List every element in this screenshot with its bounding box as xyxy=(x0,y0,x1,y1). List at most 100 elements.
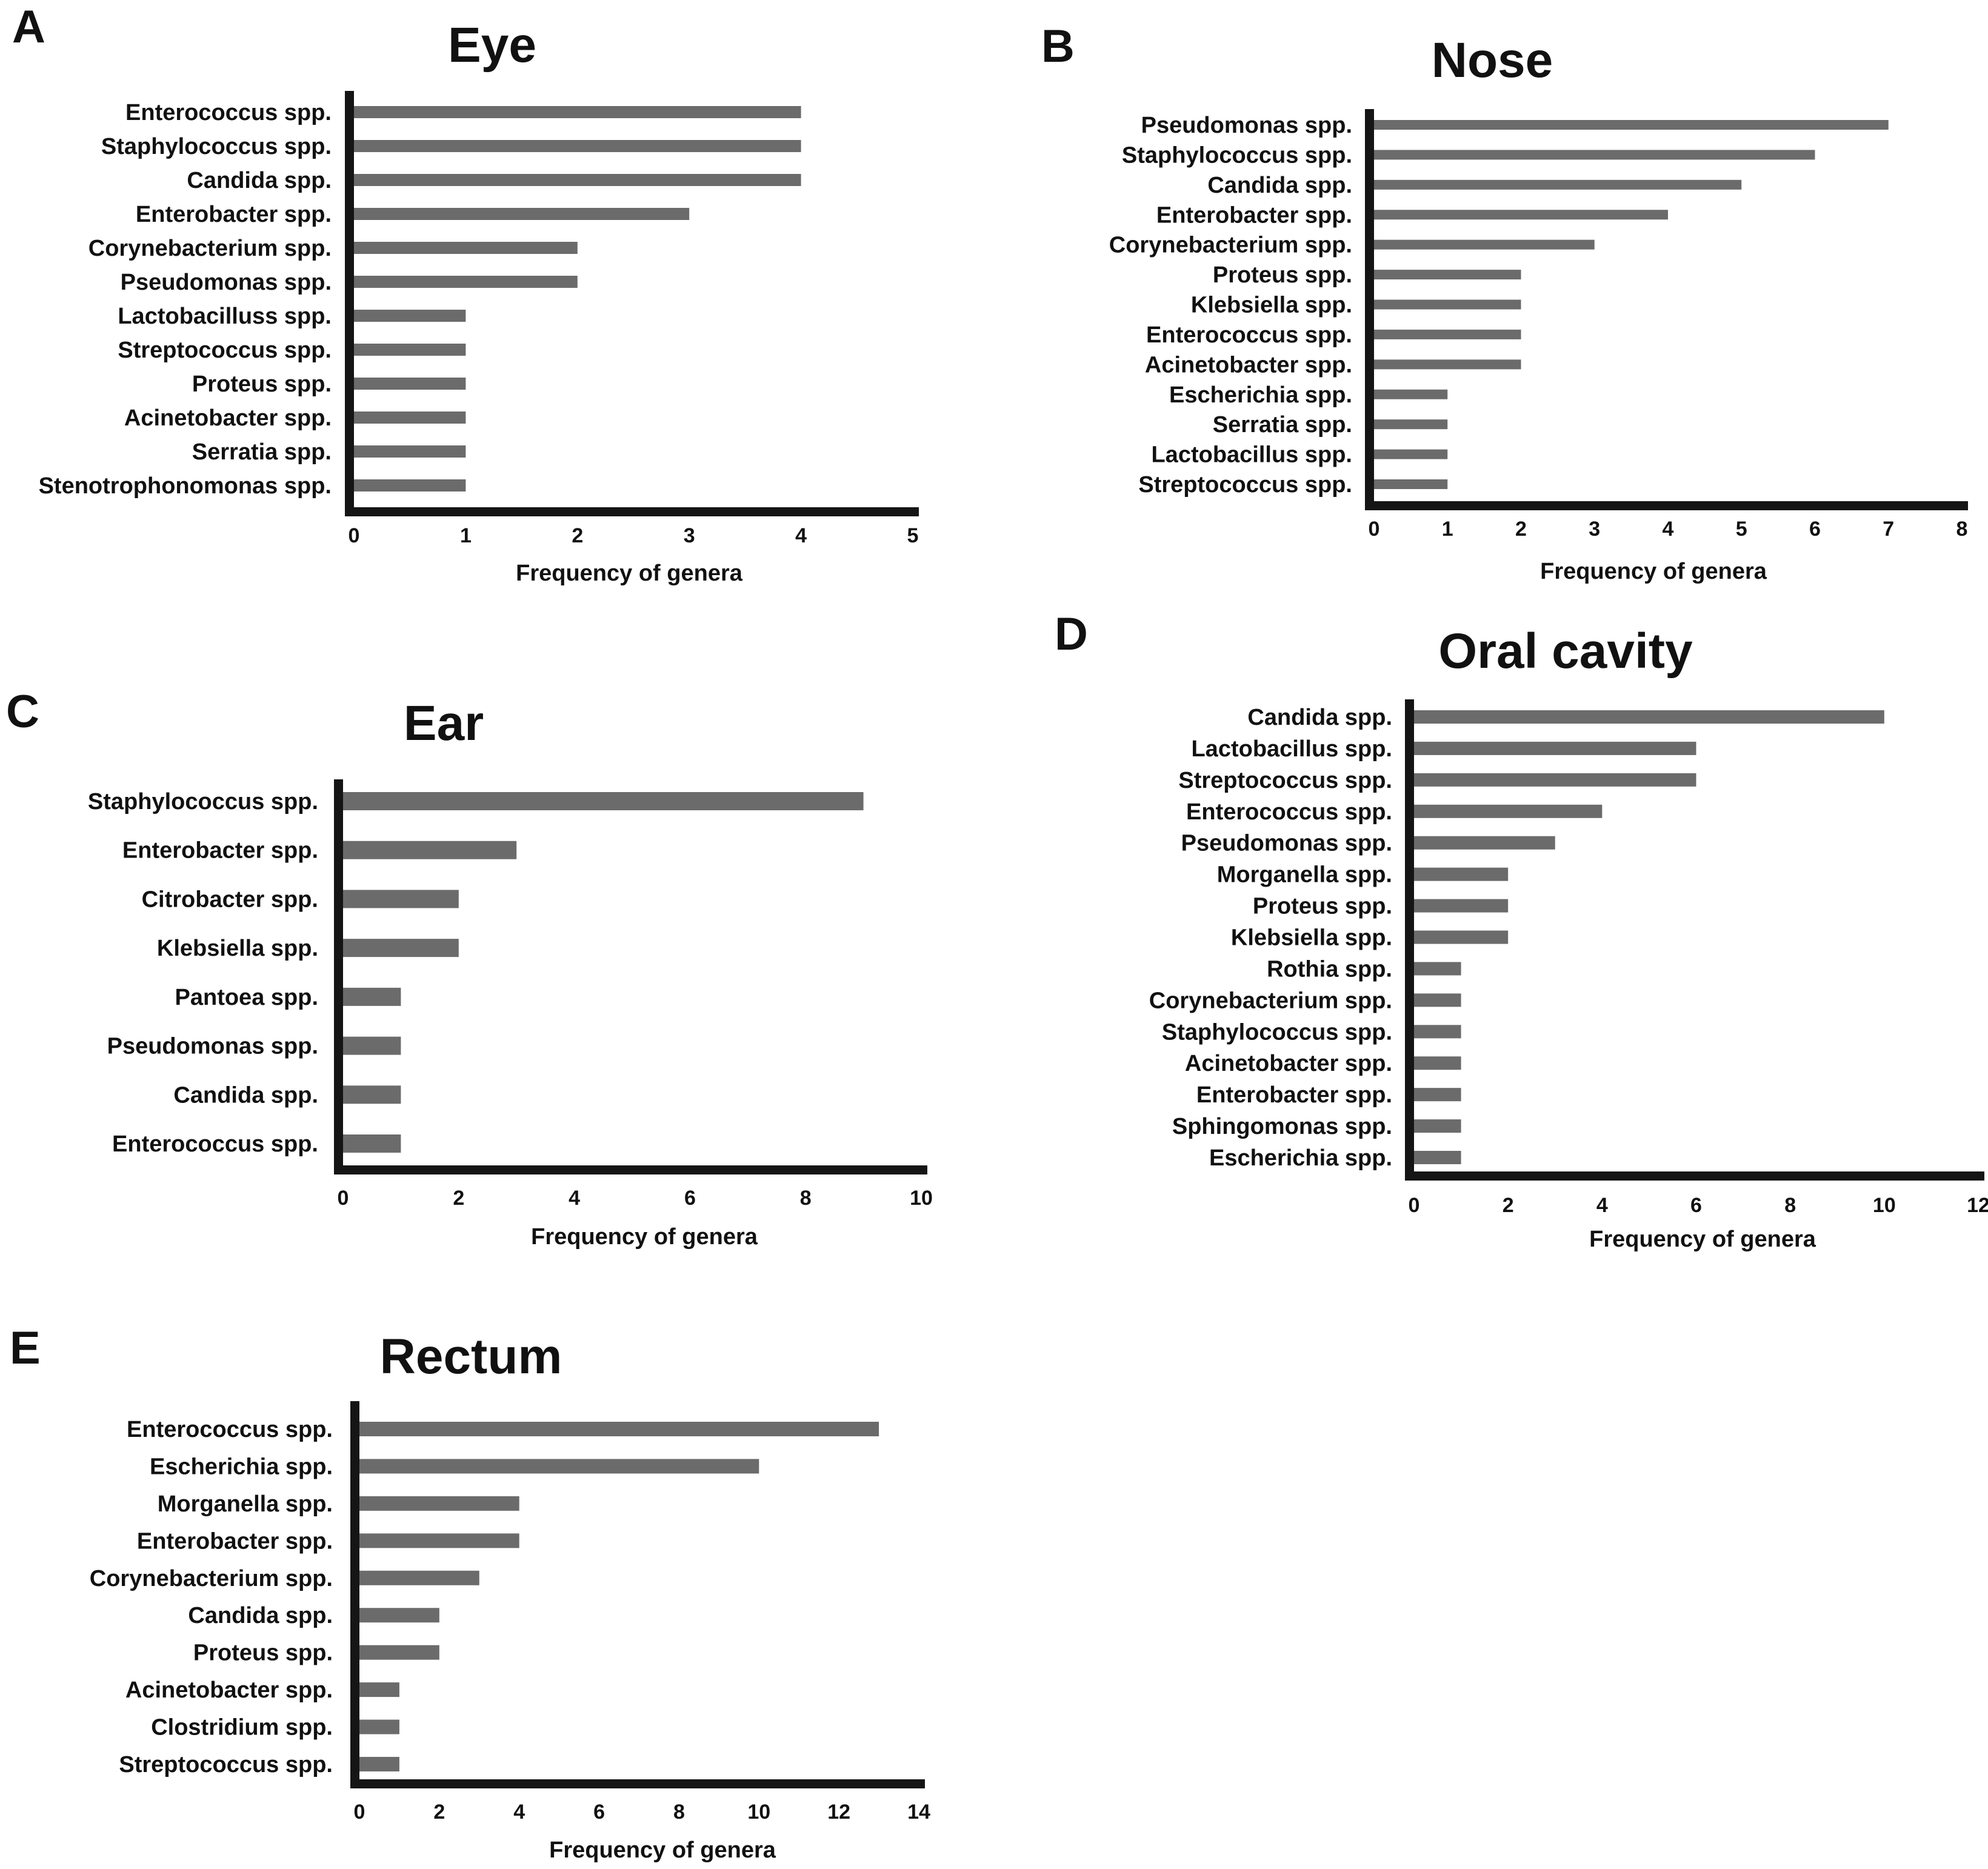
bar-d-12 xyxy=(1414,1088,1461,1102)
x-tick-label-c-3: 6 xyxy=(684,1187,696,1210)
bar-e-0 xyxy=(359,1422,879,1436)
x-tick-label-b-6: 6 xyxy=(1809,518,1821,541)
y-axis-e xyxy=(350,1401,359,1788)
bar-b-12 xyxy=(1374,479,1448,489)
panel-letter-b: B xyxy=(1041,21,1075,72)
bar-d-10 xyxy=(1414,1025,1461,1039)
category-label-a-8: Proteus spp. xyxy=(192,371,332,397)
x-tick-label-b-2: 2 xyxy=(1515,518,1527,541)
bar-a-8 xyxy=(354,378,466,390)
bar-e-5 xyxy=(359,1608,439,1623)
category-label-e-5: Candida spp. xyxy=(188,1603,333,1628)
category-label-e-7: Acinetobacter spp. xyxy=(125,1677,333,1703)
category-label-b-11: Lactobacillus spp. xyxy=(1151,442,1352,468)
bar-a-5 xyxy=(354,276,578,288)
bar-a-2 xyxy=(354,174,801,186)
bar-d-8 xyxy=(1414,962,1461,976)
x-tick-label-a-2: 2 xyxy=(572,524,583,547)
panel-letter-c: C xyxy=(6,686,39,738)
bar-d-13 xyxy=(1414,1119,1461,1133)
bar-b-4 xyxy=(1374,239,1595,250)
x-tick-label-e-3: 6 xyxy=(593,1801,605,1824)
bar-a-6 xyxy=(354,310,466,322)
category-label-a-10: Serratia spp. xyxy=(192,439,332,465)
category-label-c-3: Klebsiella spp. xyxy=(157,936,318,961)
bar-b-1 xyxy=(1374,150,1815,160)
category-label-d-1: Lactobacillus spp. xyxy=(1191,736,1392,762)
category-label-b-9: Escherichia spp. xyxy=(1169,382,1352,408)
y-axis-b xyxy=(1365,109,1374,510)
bar-a-11 xyxy=(354,479,466,491)
bar-d-5 xyxy=(1414,867,1509,881)
bar-c-3 xyxy=(343,939,459,958)
category-label-e-1: Escherichia spp. xyxy=(150,1454,333,1479)
panel-letter-d: D xyxy=(1055,608,1088,660)
category-label-b-1: Staphylococcus spp. xyxy=(1122,142,1352,168)
category-label-e-3: Enterobacter spp. xyxy=(137,1528,333,1554)
x-axis-title-d: Frequency of genera xyxy=(1589,1227,1816,1252)
bar-c-1 xyxy=(343,841,517,859)
bar-b-5 xyxy=(1374,270,1521,280)
x-axis-b xyxy=(1365,501,1968,510)
chart-title-b: Nose xyxy=(1432,33,1553,88)
panel-letter-e: E xyxy=(10,1322,41,1374)
bar-a-3 xyxy=(354,208,690,220)
bar-a-4 xyxy=(354,242,578,254)
bar-d-1 xyxy=(1414,741,1696,755)
y-axis-d xyxy=(1405,699,1414,1179)
category-label-b-2: Candida spp. xyxy=(1207,173,1352,198)
chart-title-d: Oral cavity xyxy=(1438,624,1693,679)
category-label-c-0: Staphylococcus spp. xyxy=(88,789,318,815)
bar-b-8 xyxy=(1374,359,1521,370)
x-tick-label-b-1: 1 xyxy=(1442,518,1453,541)
x-tick-label-a-4: 4 xyxy=(795,524,807,547)
category-label-c-7: Enterococcus spp. xyxy=(112,1131,318,1157)
category-label-d-10: Staphylococcus spp. xyxy=(1162,1019,1392,1045)
x-axis-d xyxy=(1405,1171,1984,1181)
x-tick-label-c-4: 8 xyxy=(800,1187,812,1210)
bar-a-0 xyxy=(354,106,801,118)
bar-c-2 xyxy=(343,890,459,908)
chart-title-e: Rectum xyxy=(380,1329,562,1384)
y-axis-c xyxy=(334,779,343,1174)
x-tick-label-e-7: 14 xyxy=(907,1801,930,1824)
bar-b-0 xyxy=(1374,120,1889,130)
category-label-c-1: Enterobacter spp. xyxy=(122,838,318,864)
category-label-b-8: Acinetobacter spp. xyxy=(1145,352,1352,378)
bar-b-9 xyxy=(1374,389,1448,399)
bar-e-6 xyxy=(359,1645,439,1660)
bar-d-11 xyxy=(1414,1056,1461,1070)
y-axis-a xyxy=(345,91,354,516)
bar-b-10 xyxy=(1374,419,1448,430)
x-tick-label-b-0: 0 xyxy=(1369,518,1380,541)
chart-title-a: Eye xyxy=(448,18,536,73)
category-label-d-14: Escherichia spp. xyxy=(1209,1145,1392,1171)
x-tick-label-d-1: 2 xyxy=(1503,1194,1514,1217)
x-tick-label-e-1: 2 xyxy=(433,1801,445,1824)
x-tick-label-e-6: 12 xyxy=(827,1801,850,1824)
category-label-e-4: Corynebacterium spp. xyxy=(90,1566,333,1591)
x-axis-e xyxy=(350,1779,925,1788)
category-label-d-3: Enterococcus spp. xyxy=(1186,799,1392,825)
category-label-a-3: Enterobacter spp. xyxy=(136,202,332,227)
bar-c-7 xyxy=(343,1134,401,1153)
bar-a-10 xyxy=(354,445,466,458)
category-label-b-7: Enterococcus spp. xyxy=(1146,322,1352,348)
bar-c-4 xyxy=(343,987,401,1006)
bar-a-7 xyxy=(354,344,466,356)
x-tick-label-e-5: 10 xyxy=(747,1801,770,1824)
bar-d-6 xyxy=(1414,899,1509,913)
bar-a-9 xyxy=(354,411,466,424)
category-label-a-6: Lactobacilluss spp. xyxy=(118,304,332,329)
category-label-d-9: Corynebacterium spp. xyxy=(1149,988,1392,1013)
x-tick-label-d-5: 10 xyxy=(1873,1194,1896,1217)
x-tick-label-c-1: 2 xyxy=(453,1187,464,1210)
x-tick-label-e-0: 0 xyxy=(354,1801,365,1824)
bar-d-3 xyxy=(1414,804,1603,818)
bar-d-14 xyxy=(1414,1151,1461,1164)
x-tick-label-d-0: 0 xyxy=(1409,1194,1420,1217)
x-tick-label-a-1: 1 xyxy=(460,524,472,547)
category-label-d-11: Acinetobacter spp. xyxy=(1185,1051,1392,1076)
category-label-d-5: Morganella spp. xyxy=(1217,862,1392,888)
